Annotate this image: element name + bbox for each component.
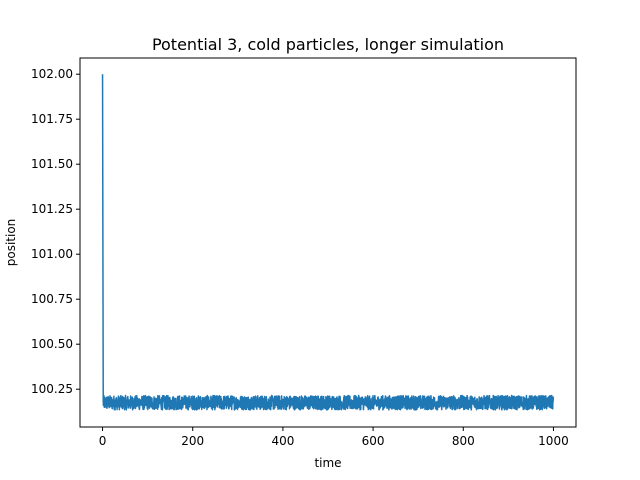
plot-frame — [79, 57, 577, 428]
y-tick-label: 101.50 — [31, 157, 73, 171]
series-line-position — [101, 74, 555, 411]
x-tick-label: 400 — [271, 434, 294, 448]
chart-title: Potential 3, cold particles, longer simu… — [152, 35, 504, 54]
y-tick-label: 100.25 — [31, 382, 73, 396]
x-tick-label: 1000 — [538, 434, 569, 448]
y-axis-label: position — [4, 219, 18, 267]
series-layer — [101, 74, 555, 411]
y-tick-label: 101.00 — [31, 247, 73, 261]
x-axis: 0 200 400 600 800 1000 — [99, 427, 569, 448]
x-axis-label: time — [314, 456, 341, 470]
x-tick-label: 800 — [452, 434, 475, 448]
x-tick-label: 600 — [362, 434, 385, 448]
x-tick-label: 200 — [181, 434, 204, 448]
y-axis: 100.25 100.50 100.75 101.00 101.25 101.50 101.… — [31, 67, 80, 396]
y-tick-label: 100.50 — [31, 337, 73, 351]
x-tick-label: 0 — [99, 434, 107, 448]
y-tick-label: 100.75 — [31, 292, 73, 306]
y-tick-label: 102.00 — [31, 67, 73, 81]
y-tick-label: 101.75 — [31, 112, 73, 126]
plot-area — [101, 74, 555, 411]
y-tick-label: 101.25 — [31, 202, 73, 216]
